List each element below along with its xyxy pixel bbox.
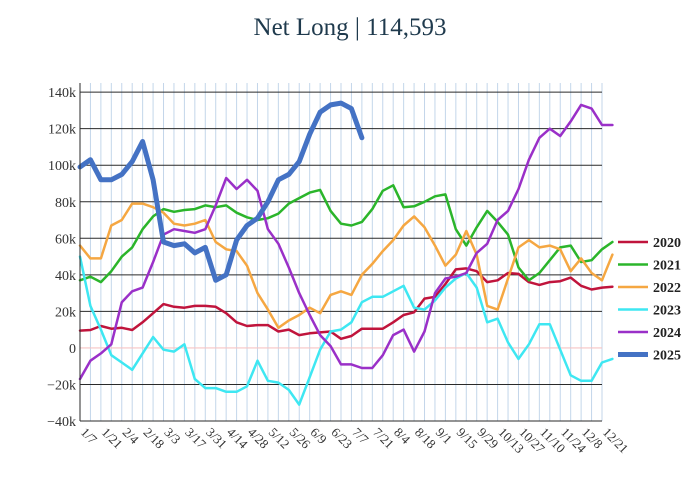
series-line-2025 xyxy=(77,100,365,283)
x-tick-label: 9/15 xyxy=(454,425,481,452)
legend-label-2021: 2021 xyxy=(653,259,681,274)
y-tick-label: 40k xyxy=(55,269,76,284)
x-tick-label: 3/17 xyxy=(182,425,209,452)
x-tick-label: 8/18 xyxy=(412,425,439,452)
legend-label-2020: 2020 xyxy=(653,236,681,251)
x-tick-label: 1/21 xyxy=(99,425,126,452)
series-line-2022 xyxy=(78,202,614,330)
series-line-2023 xyxy=(78,255,614,406)
y-tick-label: 0 xyxy=(69,342,76,357)
series-line-2021 xyxy=(78,184,614,284)
x-tick-label: 2/4 xyxy=(120,425,143,448)
x-tick-label: 1/7 xyxy=(78,425,101,448)
axis-layer: −40k −20k 0 20k 40k 60k 80k 100k 120k 140k 1/71/21… xyxy=(47,83,631,456)
y-tick-label: 100k xyxy=(48,159,76,174)
legend-label-2023: 2023 xyxy=(653,304,681,319)
x-tick-label: 2/18 xyxy=(141,425,168,452)
x-tick-label: 8/4 xyxy=(391,425,414,448)
x-tick-label: 7/7 xyxy=(349,425,372,448)
x-tick-label: 4/14 xyxy=(224,425,251,452)
series-line-2024 xyxy=(78,103,614,381)
y-tick-label: −20k xyxy=(47,378,76,393)
series-line-2020 xyxy=(78,267,614,341)
y-tick-label: 60k xyxy=(55,232,76,247)
legend-label-2024: 2024 xyxy=(653,326,681,341)
legend-label-2025: 2025 xyxy=(653,349,681,364)
x-tick-label: 3/31 xyxy=(203,425,230,452)
y-tick-label: 140k xyxy=(48,86,76,101)
x-tick-label: 9/29 xyxy=(475,425,502,452)
y-tick-label: 120k xyxy=(48,123,76,138)
y-tick-label: 20k xyxy=(55,305,76,320)
x-tick-label: 6/23 xyxy=(328,425,355,452)
legend-label-2022: 2022 xyxy=(653,281,681,296)
series-layer xyxy=(77,100,614,406)
y-tick-label: 80k xyxy=(55,196,76,211)
chart-title: Net Long | 114,593 xyxy=(253,14,447,41)
legend: 2020 2021 2022 2023 2024 2025 xyxy=(618,236,681,364)
x-tick-label: 4/28 xyxy=(245,425,272,452)
grid-layer xyxy=(79,83,603,422)
y-tick-label: −40k xyxy=(47,415,76,430)
x-tick-label: 7/21 xyxy=(370,425,397,452)
x-tick-label: 5/12 xyxy=(266,425,293,452)
x-tick-label: 5/26 xyxy=(287,425,314,452)
